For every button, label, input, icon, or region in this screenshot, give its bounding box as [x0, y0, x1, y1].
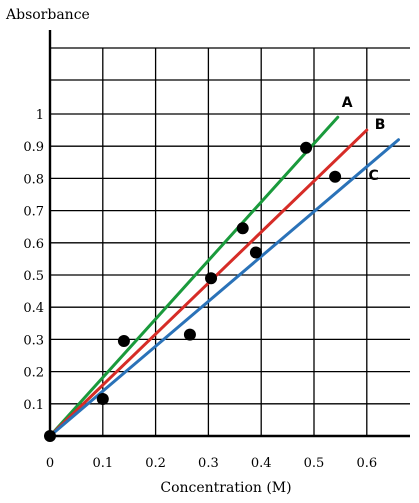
x-tick-label: 0.5 [304, 456, 325, 471]
y-tick-label: 0.8 [23, 172, 44, 187]
fit-line-a [48, 115, 340, 438]
y-tick-label: 0.9 [23, 140, 44, 155]
line-label-b: B [375, 117, 386, 133]
data-point [205, 272, 218, 285]
data-point [117, 335, 130, 348]
x-tick-label: 0.6 [356, 456, 377, 471]
data-point [44, 430, 56, 442]
x-tick-label: 0 [46, 456, 54, 471]
data-points [44, 141, 342, 442]
y-tick-label: 1 [36, 108, 44, 123]
line-labels: A B C [342, 95, 386, 184]
y-tick-label: 0.2 [23, 366, 44, 381]
fit-line-c [48, 138, 400, 438]
y-tick-label: 0.3 [23, 333, 44, 348]
data-point [300, 141, 313, 154]
y-axis-label: Absorbance [5, 7, 90, 23]
x-tick-label: 0.3 [198, 456, 219, 471]
x-tick-label: 0.1 [92, 456, 113, 471]
data-point [96, 392, 109, 405]
line-label-a: A [342, 95, 353, 111]
y-tick-label: 0.7 [23, 205, 44, 220]
x-tick-label: 0.2 [145, 456, 166, 471]
grid [50, 47, 410, 436]
x-tick-label: 0.4 [251, 456, 272, 471]
line-label-c: C [368, 168, 378, 184]
y-tick-label: 0.6 [23, 237, 44, 252]
y-tick-label: 0.5 [23, 269, 44, 284]
tick-labels: 0 0.1 0.2 0.3 0.4 0.5 0.6 0.1 0.2 0.3 0.4 0.5 0.6 0.7… [23, 108, 377, 471]
data-point [329, 170, 342, 183]
x-axis-label: Concentration (M) [160, 480, 291, 496]
y-tick-label: 0.4 [23, 301, 44, 316]
axes [48, 30, 410, 438]
data-point [183, 328, 196, 341]
y-tick-label: 0.1 [23, 398, 44, 413]
data-point [236, 222, 249, 235]
data-point [249, 246, 262, 259]
